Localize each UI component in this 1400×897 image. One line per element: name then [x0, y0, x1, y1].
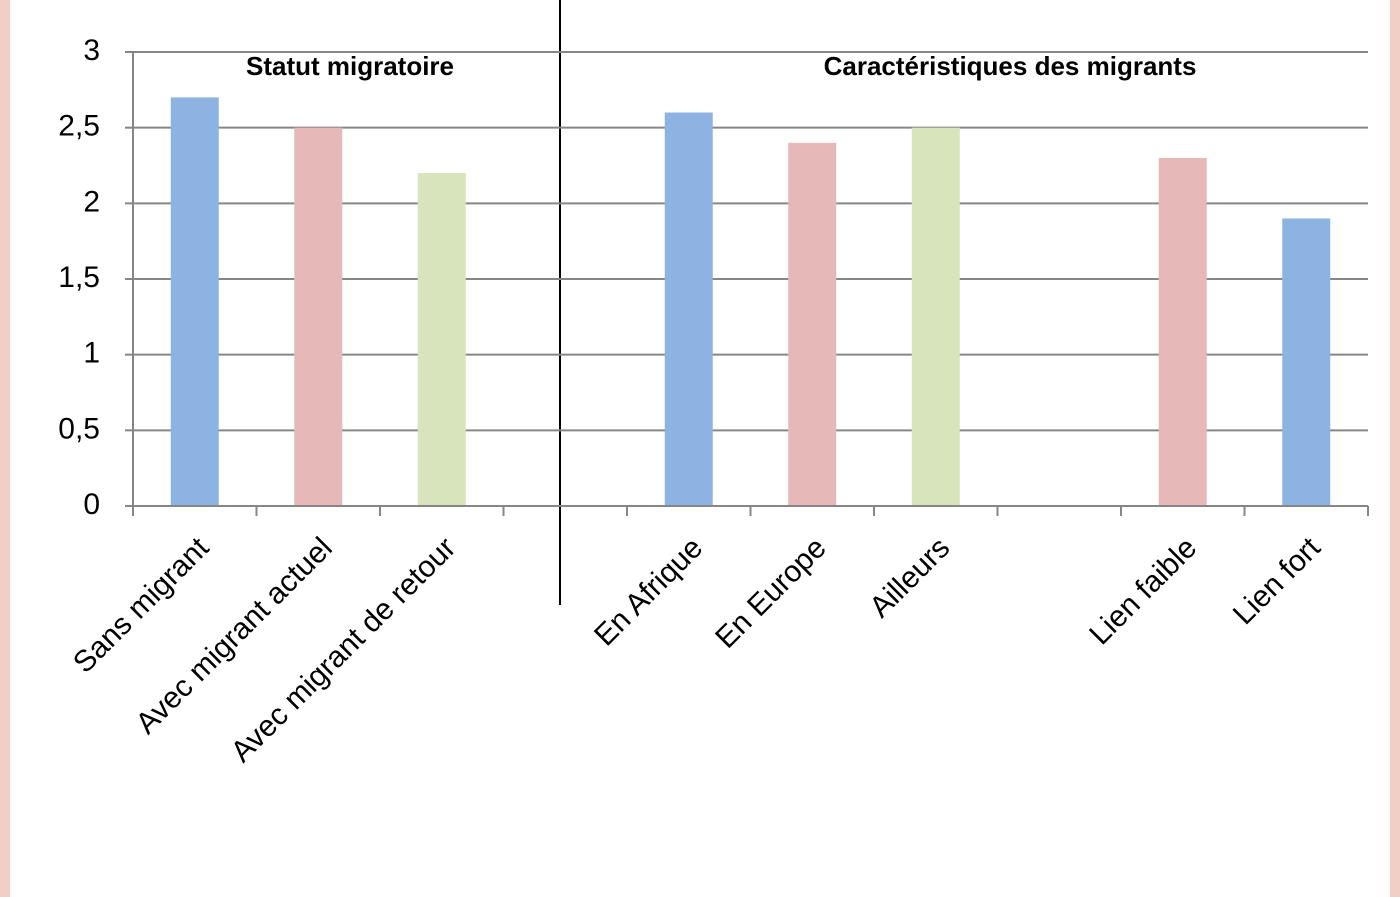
- y-tick-label: 1,5: [58, 261, 100, 294]
- bar: [170, 97, 219, 507]
- bar: [911, 127, 960, 507]
- bar: [664, 112, 713, 507]
- bar: [1158, 157, 1207, 506]
- y-tick-label: 1: [83, 337, 100, 370]
- group-label: Statut migratoire: [246, 51, 454, 81]
- group-label: Caractéristiques des migrants: [824, 51, 1197, 81]
- y-tick-label: 0: [83, 488, 100, 521]
- y-tick-label: 2,5: [58, 110, 100, 143]
- bar: [1282, 218, 1331, 506]
- y-tick-label: 3: [83, 34, 100, 67]
- y-tick-label: 2: [83, 185, 100, 218]
- y-tick-label: 0,5: [58, 412, 100, 445]
- bar: [294, 127, 343, 507]
- bar: [417, 173, 466, 507]
- bar: [788, 142, 837, 507]
